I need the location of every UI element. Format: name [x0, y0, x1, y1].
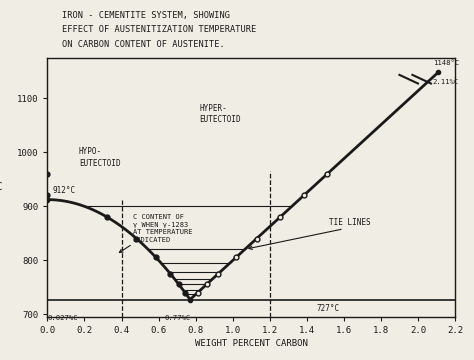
Text: 727°C: 727°C [316, 305, 339, 314]
Text: 0.027%C: 0.027%C [47, 315, 78, 321]
Text: 1148°C: 1148°C [433, 60, 459, 66]
Text: 912°C: 912°C [53, 186, 76, 195]
Y-axis label: T,°C: T,°C [0, 182, 4, 192]
Text: ON CARBON CONTENT OF AUSTENITE.: ON CARBON CONTENT OF AUSTENITE. [62, 40, 224, 49]
Text: HYPO-
EUTECTOID: HYPO- EUTECTOID [79, 148, 120, 167]
Text: TIE LINES: TIE LINES [329, 218, 371, 227]
Text: 2.11%C: 2.11%C [433, 79, 459, 85]
Text: C CONTENT OF
γ WHEN γ-1283
AT TEMPERATURE
INDICATED: C CONTENT OF γ WHEN γ-1283 AT TEMPERATUR… [133, 214, 192, 243]
Text: 0.77%C: 0.77%C [164, 315, 191, 321]
Text: IRON - CEMENTITE SYSTEM, SHOWING: IRON - CEMENTITE SYSTEM, SHOWING [62, 11, 229, 20]
Text: EFFECT OF AUSTENITIZATION TEMPERATURE: EFFECT OF AUSTENITIZATION TEMPERATURE [62, 25, 256, 34]
X-axis label: WEIGHT PERCENT CARBON: WEIGHT PERCENT CARBON [195, 339, 308, 348]
Text: HYPER-
EUTECTOID: HYPER- EUTECTOID [200, 104, 241, 124]
